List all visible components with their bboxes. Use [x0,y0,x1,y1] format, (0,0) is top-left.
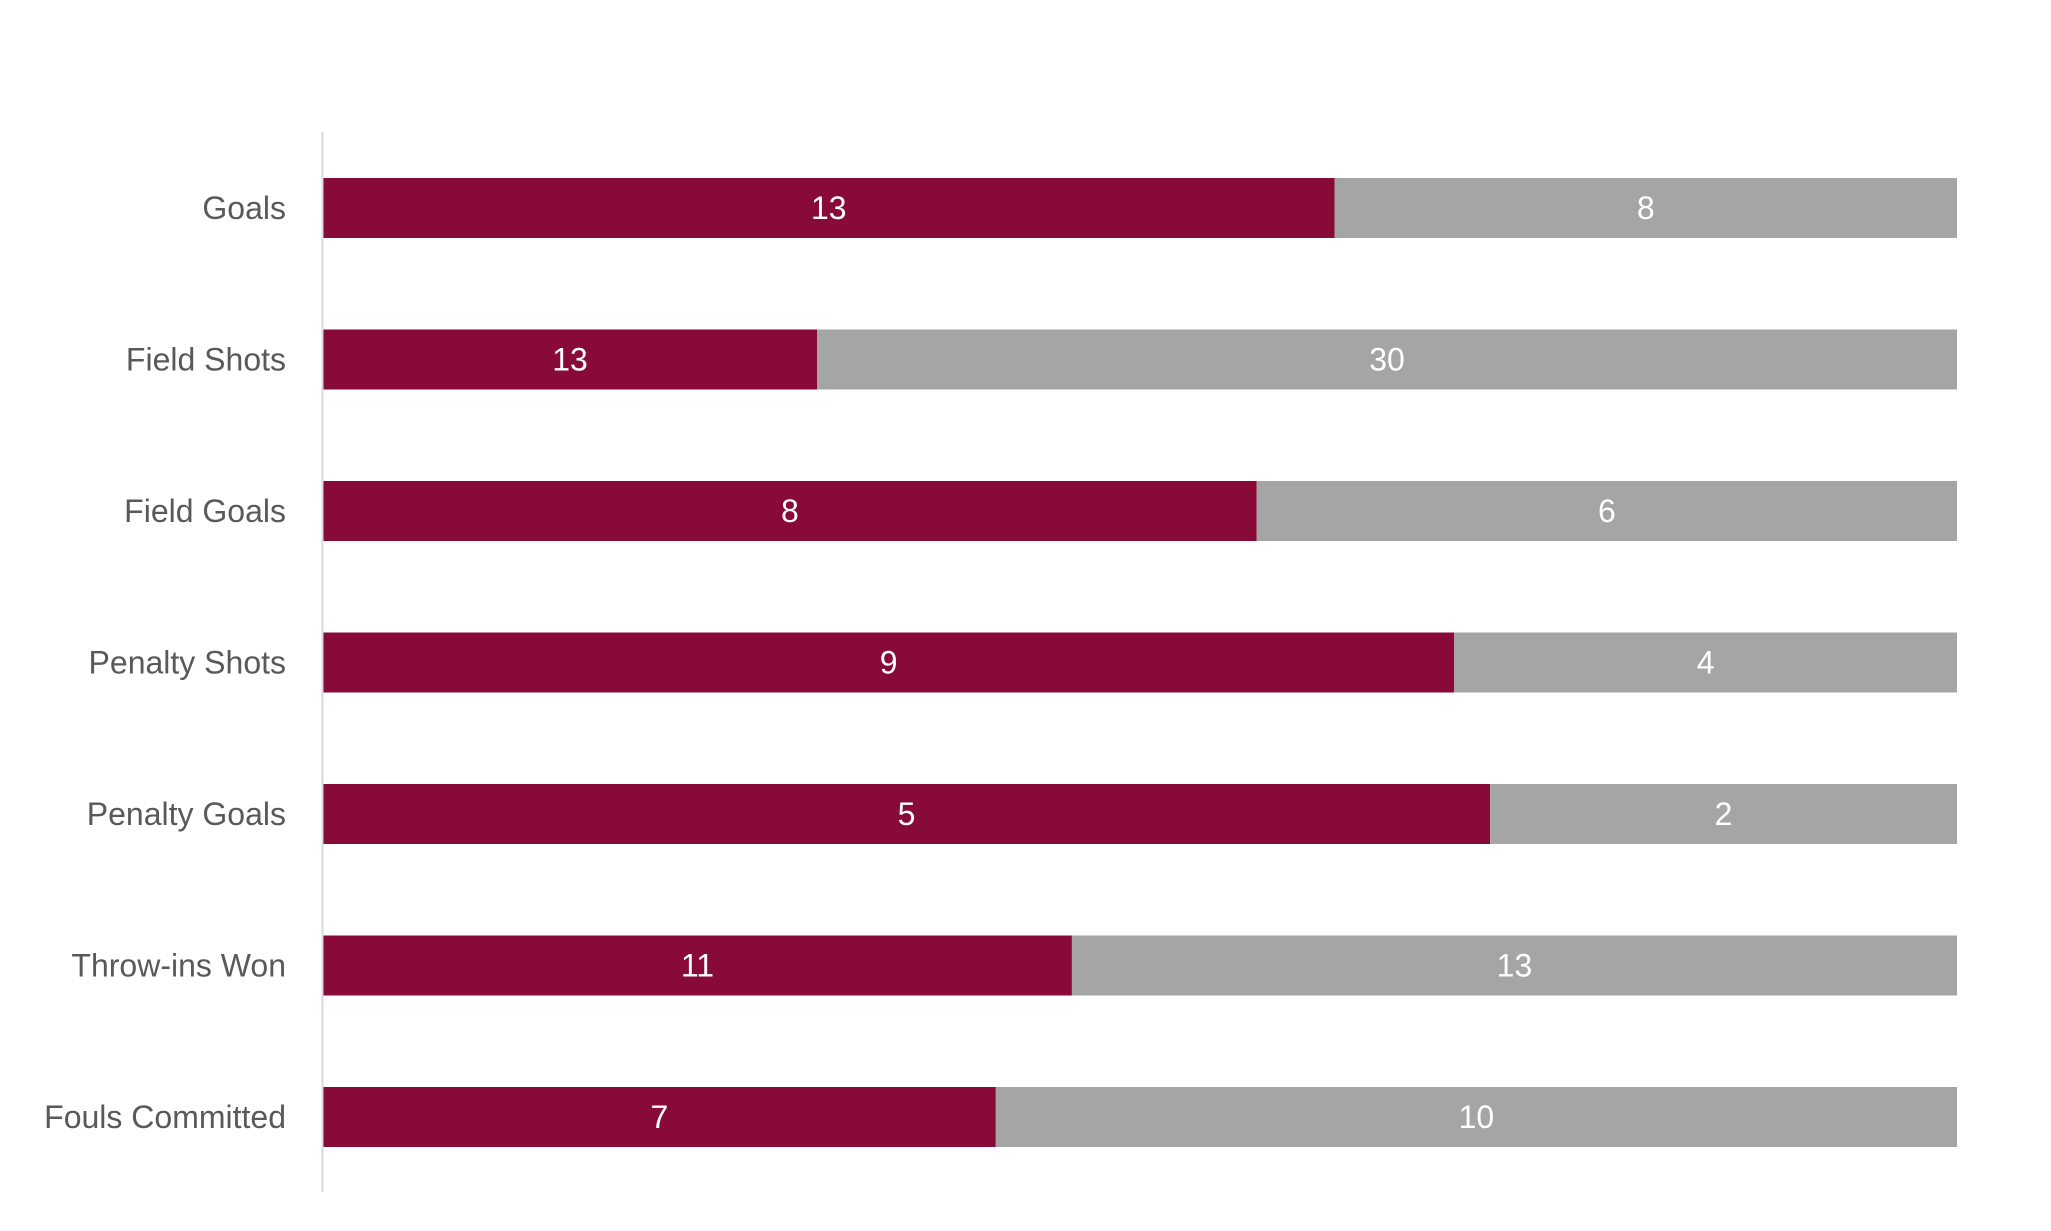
data-label-series2-penalty-shots: 4 [1697,645,1715,681]
bar-series2-penalty-shots [1454,632,1957,693]
bar-series1-penalty-shots [323,632,1455,693]
bar-series1-penalty-goals [323,784,1491,844]
bars-layer [323,178,1957,1147]
data-label-series1-goals: 13 [811,190,847,226]
category-label-field-goals: Field Goals [124,493,286,529]
bar-series1-goals [323,178,1335,238]
data-label-series1-field-shots: 13 [552,342,588,378]
bar-series1-fouls-committed [323,1087,996,1147]
labels-layer: Goals 13 8 Field Shots 13 30 Field Goals 8 6 Pena… [44,190,1732,1135]
bar-series1-field-goals [323,481,1257,541]
data-label-series1-penalty-shots: 9 [880,645,898,681]
bar-series2-throw-ins-won [1071,935,1957,996]
category-label-goals: Goals [202,190,286,226]
data-label-series2-field-goals: 6 [1598,493,1616,529]
category-label-fouls-committed: Fouls Committed [44,1099,286,1135]
bar-series2-goals [1334,178,1957,238]
bar-series2-field-shots [817,329,1957,390]
bar-series2-field-goals [1256,481,1957,541]
bar-series2-penalty-goals [1490,784,1957,844]
data-label-series2-throw-ins-won: 13 [1497,948,1533,984]
data-label-series2-field-shots: 30 [1369,342,1405,378]
data-label-series1-penalty-goals: 5 [898,796,916,832]
category-label-field-shots: Field Shots [126,342,286,378]
bar-series1-field-shots [323,329,817,390]
data-label-series1-fouls-committed: 7 [651,1099,669,1135]
data-label-series2-penalty-goals: 2 [1715,796,1733,832]
data-label-series2-goals: 8 [1637,190,1655,226]
data-label-series2-fouls-committed: 10 [1459,1099,1495,1135]
category-label-penalty-shots: Penalty Shots [89,645,286,681]
bar-series2-fouls-committed [995,1087,1957,1147]
category-label-throw-ins-won: Throw-ins Won [71,948,286,984]
category-label-penalty-goals: Penalty Goals [87,796,286,832]
data-label-series1-throw-ins-won: 11 [681,948,714,984]
bar-series1-throw-ins-won [323,935,1072,996]
data-label-series1-field-goals: 8 [781,493,799,529]
